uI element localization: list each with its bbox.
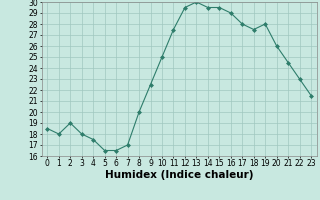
X-axis label: Humidex (Indice chaleur): Humidex (Indice chaleur) [105, 170, 253, 180]
